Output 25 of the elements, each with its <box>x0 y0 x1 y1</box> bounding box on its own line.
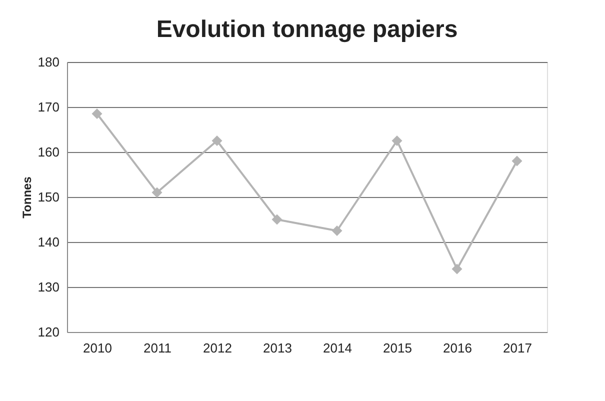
y-axis-title: Tonnes <box>20 176 34 218</box>
point <box>392 136 402 146</box>
x-tick-label: 2011 <box>144 340 172 356</box>
y-tick-label: 140 <box>38 234 60 250</box>
x-tick-label: 2017 <box>503 340 532 356</box>
point <box>92 108 102 119</box>
y-tick-label: 160 <box>38 144 60 160</box>
y-tick-label: 150 <box>38 190 60 204</box>
point <box>212 136 222 146</box>
point <box>452 264 462 274</box>
x-tick-label: 2016 <box>443 340 472 356</box>
chart-title: Evolution tonnage papiers <box>156 16 458 43</box>
x-tick-label: 2010 <box>83 340 112 356</box>
x-tick-label: 2014 <box>323 340 352 356</box>
x-tick-label: 2013 <box>263 340 292 356</box>
point <box>272 214 282 225</box>
y-tick-label: 180 <box>38 54 60 70</box>
x-tick-label: 2012 <box>203 340 232 356</box>
point <box>512 156 522 166</box>
y-tick-label: 130 <box>38 280 60 294</box>
y-tick-label: 120 <box>38 324 60 340</box>
point <box>332 226 342 236</box>
x-tick-label: 2015 <box>383 340 412 356</box>
point <box>152 187 162 198</box>
y-tick-label: 170 <box>38 100 60 114</box>
